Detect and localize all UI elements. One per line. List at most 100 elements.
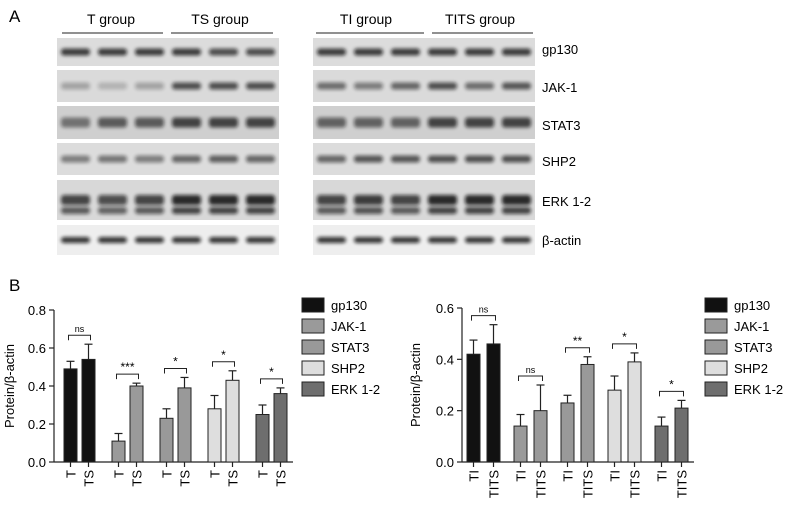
y-tick-label: 0.4 [28,379,46,394]
legend-label: JAK-1 [331,319,366,334]
x-tick-label: TITS [628,470,643,498]
significance-bracket [518,375,543,381]
legend-label: ERK 1-2 [734,382,783,397]
significance-bracket [116,373,139,380]
significance-label: * [173,354,178,368]
legend-label: gp130 [734,298,770,313]
bar [486,343,501,463]
y-tick-label: 0.6 [436,301,454,316]
panel-label-b: B [9,276,20,295]
legend-swatch [704,339,728,355]
significance-label: * [221,348,226,362]
bar [273,393,288,463]
x-tick-label: T [256,470,271,478]
bar [225,379,240,463]
bar [654,425,669,463]
blot-left-group-1: T group [87,11,135,27]
blot-strip [57,38,279,66]
legend-label: STAT3 [331,340,370,355]
bar [560,402,575,463]
blot-strip [57,180,279,220]
x-tick-label: T [208,470,223,478]
bar [607,389,622,463]
legend-swatch [704,381,728,397]
panel-label-a: A [9,7,21,26]
blot-label-shp2: SHP2 [542,154,576,169]
blot-strip [313,106,535,139]
y-tick-label: 0.2 [436,404,454,419]
significance-bracket [68,334,91,341]
x-tick-label: TITS [581,470,596,498]
blot-label-stat3: STAT3 [542,118,581,133]
legend-swatch [704,297,728,313]
legend-label: JAK-1 [734,319,769,334]
x-tick-label: TS [178,470,193,487]
y-tick-label: 0.2 [28,417,46,432]
bar [627,361,642,463]
x-tick-label: TS [274,470,289,487]
bar [177,387,192,463]
x-tick-label: T [64,470,79,478]
y-tick-label: 0.4 [436,352,454,367]
y-axis-label: Protein/β-actin [2,344,17,428]
x-tick-label: TI [467,470,482,482]
significance-label: ns [526,365,536,375]
significance-bracket [164,367,187,374]
significance-label: *** [120,360,134,374]
significance-bracket [565,347,590,353]
legend-swatch [301,339,325,355]
blot-left-group-2: TS group [191,11,249,27]
legend-swatch [301,318,325,334]
legend-label: SHP2 [331,361,365,376]
blot-right-group-1: TI group [340,11,392,27]
legend-label: SHP2 [734,361,768,376]
bar [533,410,548,463]
western-blots [57,38,535,255]
blot-strip [313,180,535,220]
x-tick-label: T [112,470,127,478]
significance-label: ** [573,334,583,348]
bar [580,363,595,463]
legend-swatch [301,381,325,397]
blot-strip [57,70,279,102]
significance-bracket [260,378,283,384]
blot-label-gp130: gp130 [542,42,578,57]
bar [674,407,689,463]
bar [129,385,144,463]
significance-bracket [471,315,496,321]
significance-bracket [612,343,637,349]
legend-swatch [301,360,325,376]
x-tick-label: TI [514,470,529,482]
x-tick-label: TITS [534,470,549,498]
x-tick-label: T [160,470,175,478]
y-tick-label: 0.0 [28,455,46,470]
bar [81,358,96,463]
significance-bracket [212,361,235,367]
bar [63,368,78,463]
y-tick-label: 0.6 [28,341,46,356]
legend-swatch [704,360,728,376]
bar [255,414,270,463]
x-tick-label: TI [561,470,576,482]
x-tick-label: TI [608,470,623,482]
x-tick-label: TS [82,470,97,487]
x-tick-label: TITS [675,470,690,498]
bar [207,408,222,463]
significance-label: ns [479,305,489,315]
bar [513,425,528,463]
bar [159,417,174,463]
significance-label: * [669,377,674,391]
blot-strip [313,225,535,255]
x-tick-label: TS [226,470,241,487]
legend-label: ERK 1-2 [331,382,380,397]
blot-strip [313,38,535,66]
legend-label: STAT3 [734,340,773,355]
blot-strip [313,143,535,175]
significance-label: * [269,365,274,379]
blot-label-bactin: β-actin [542,233,581,248]
significance-bracket [659,390,684,397]
legend-label: gp130 [331,298,367,313]
